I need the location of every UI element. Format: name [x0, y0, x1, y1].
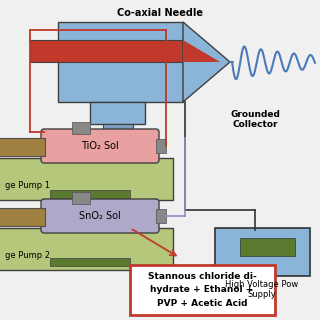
- FancyBboxPatch shape: [130, 265, 275, 315]
- Polygon shape: [183, 40, 220, 62]
- FancyBboxPatch shape: [72, 192, 90, 204]
- FancyBboxPatch shape: [156, 139, 166, 153]
- FancyBboxPatch shape: [0, 138, 45, 156]
- FancyBboxPatch shape: [90, 102, 145, 124]
- FancyBboxPatch shape: [41, 199, 159, 233]
- Text: Co-axial Needle: Co-axial Needle: [117, 8, 203, 18]
- Text: SnO₂ Sol: SnO₂ Sol: [79, 211, 121, 221]
- FancyBboxPatch shape: [58, 22, 183, 102]
- FancyBboxPatch shape: [0, 228, 173, 270]
- FancyBboxPatch shape: [41, 129, 159, 163]
- FancyBboxPatch shape: [50, 190, 130, 198]
- FancyBboxPatch shape: [0, 208, 45, 226]
- Text: Stannous chloride di-
hydrate + Ethanol +
PVP + Acetic Acid: Stannous chloride di- hydrate + Ethanol …: [148, 272, 256, 308]
- Text: ge Pump 2: ge Pump 2: [5, 251, 50, 260]
- FancyBboxPatch shape: [50, 258, 130, 266]
- FancyBboxPatch shape: [156, 209, 166, 223]
- Text: ge Pump 1: ge Pump 1: [5, 180, 50, 189]
- FancyBboxPatch shape: [215, 228, 310, 276]
- FancyBboxPatch shape: [30, 40, 185, 62]
- Text: Grounded
Collector: Grounded Collector: [230, 110, 280, 129]
- Polygon shape: [183, 22, 230, 102]
- Text: High Voltage Pow
Supply: High Voltage Pow Supply: [225, 280, 299, 300]
- FancyBboxPatch shape: [240, 238, 295, 256]
- FancyBboxPatch shape: [72, 122, 90, 134]
- Text: TiO₂ Sol: TiO₂ Sol: [81, 141, 119, 151]
- FancyBboxPatch shape: [103, 124, 133, 138]
- FancyBboxPatch shape: [0, 158, 173, 200]
